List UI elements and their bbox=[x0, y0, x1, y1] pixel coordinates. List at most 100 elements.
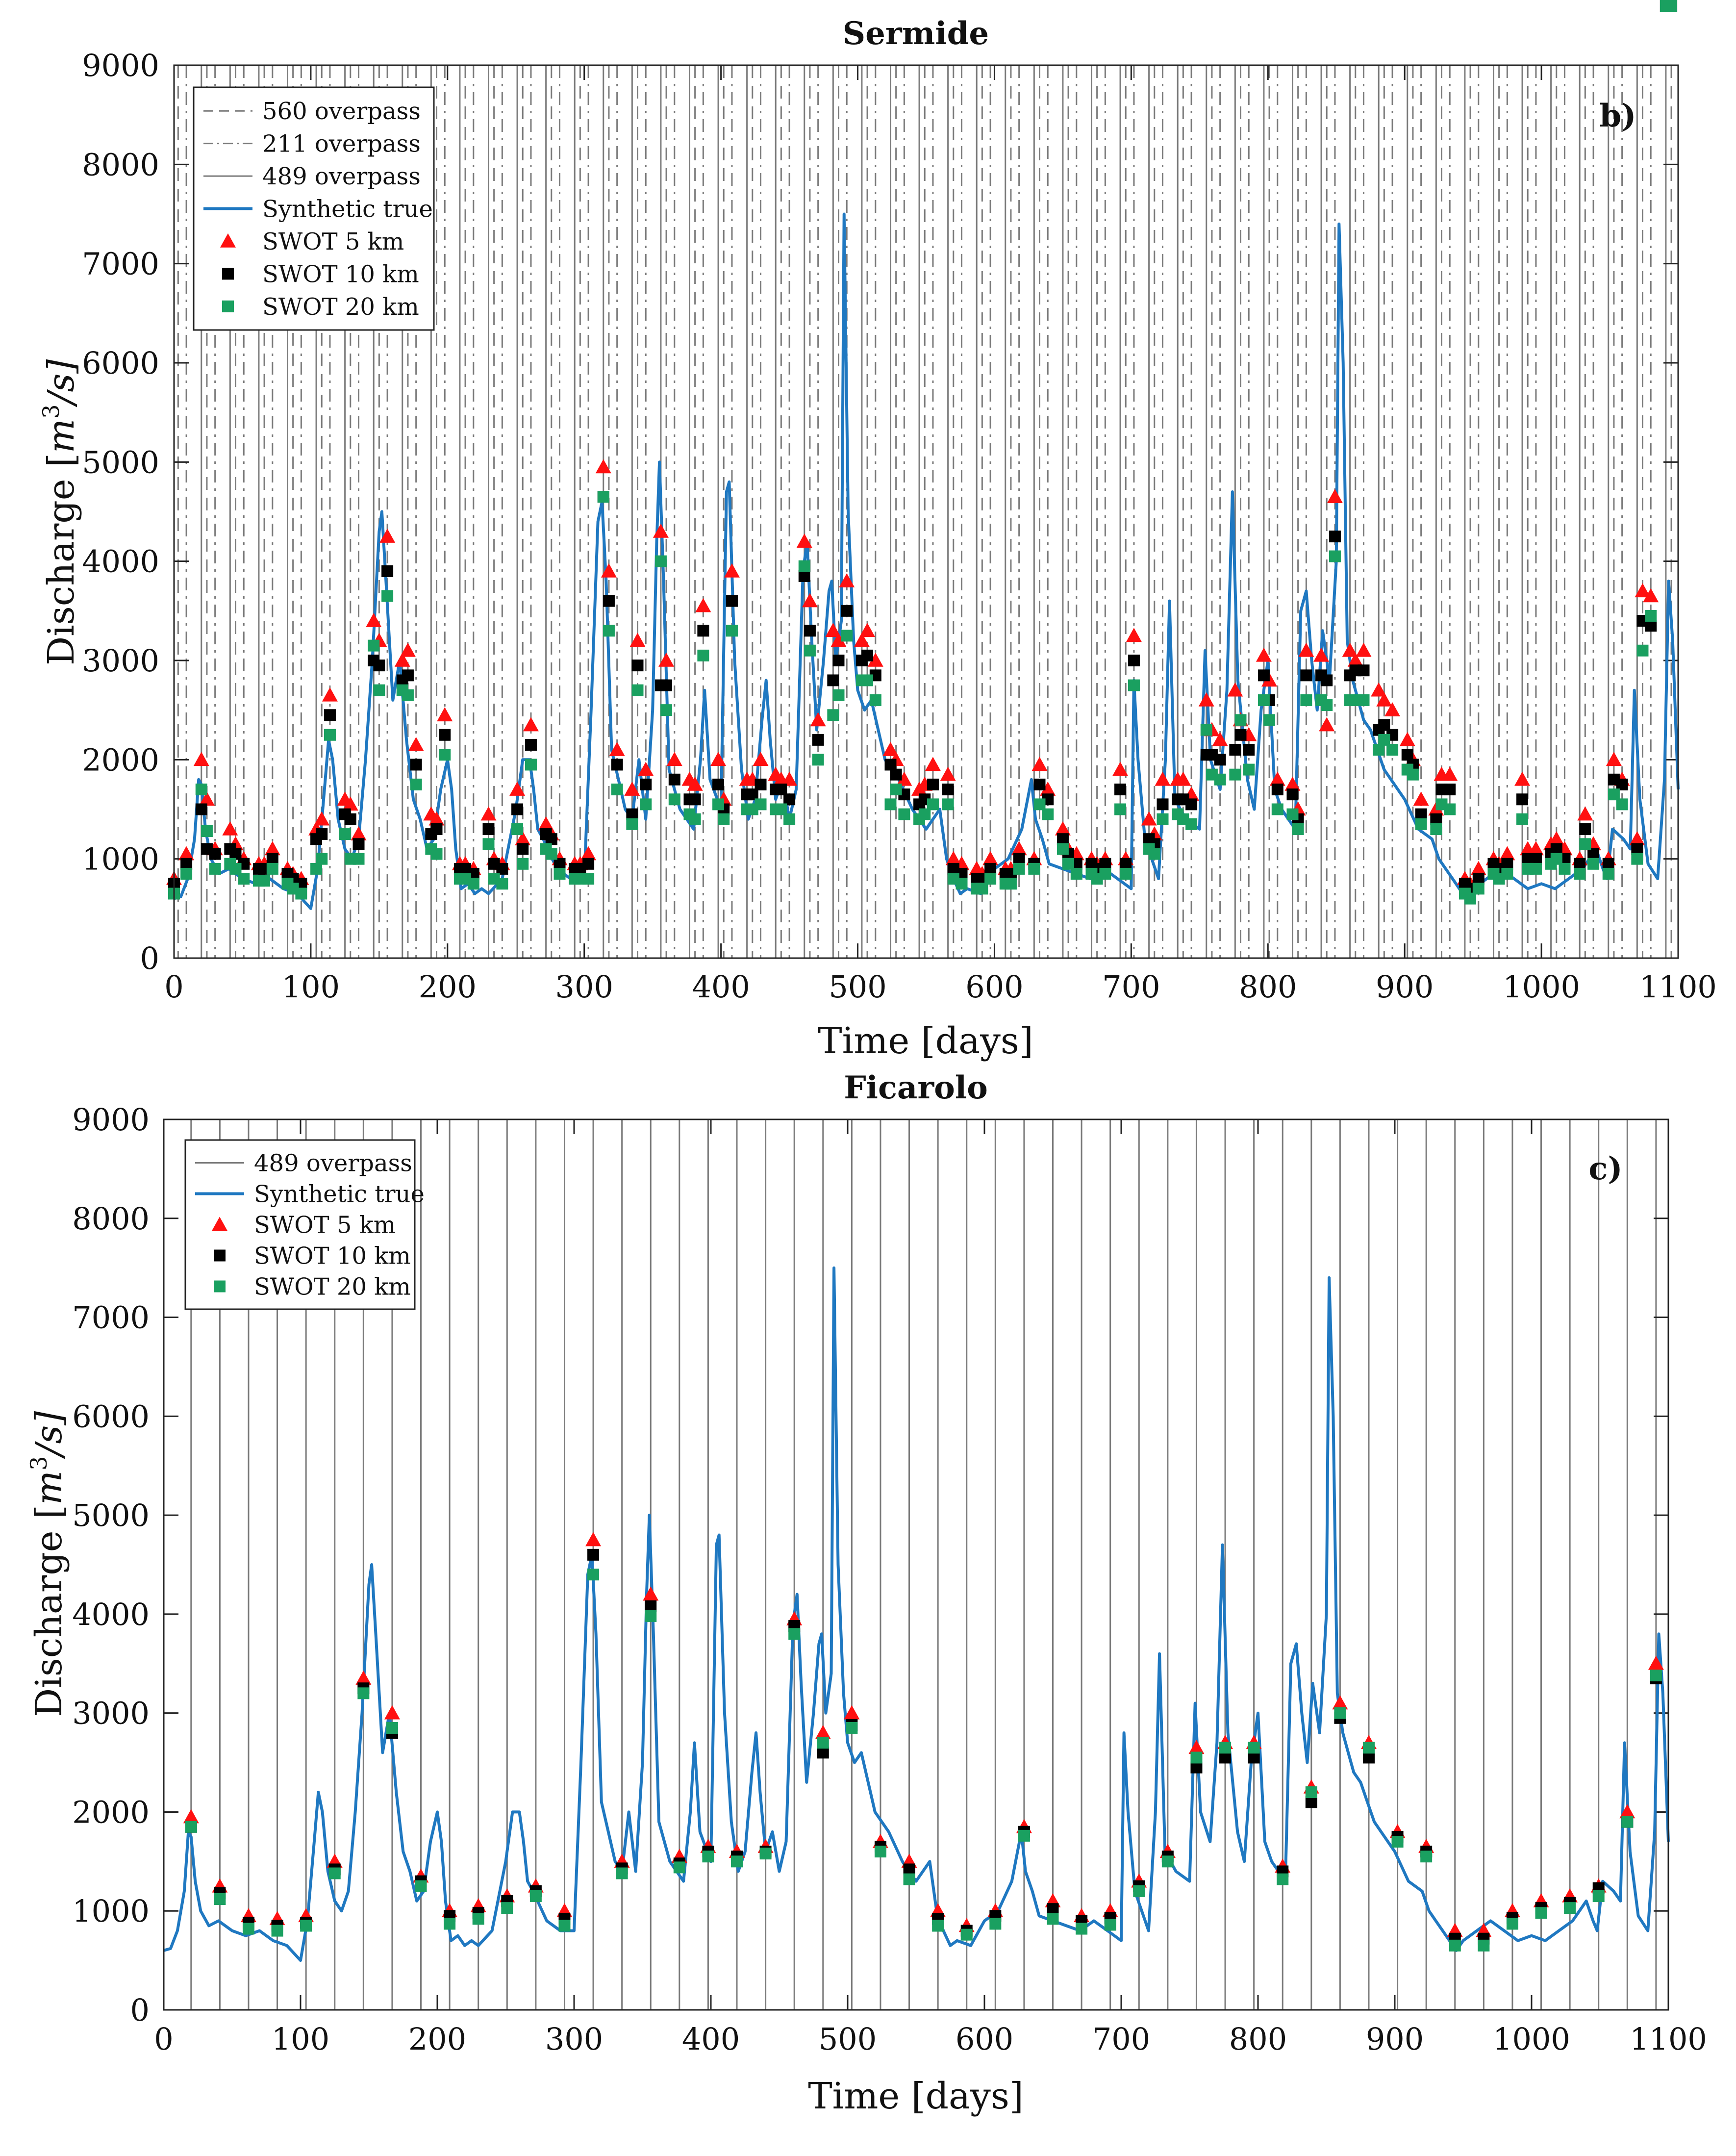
swot-20km-marker bbox=[956, 878, 968, 890]
swot-20km-marker bbox=[759, 1848, 772, 1860]
swot-10km-marker bbox=[832, 655, 845, 666]
swot-20km-marker bbox=[1243, 763, 1255, 776]
ficarolo-panel: Ficarolo 0 100 200 300 400 500 600 700 800 900 100… bbox=[25, 1069, 1707, 2117]
swot-5km-marker bbox=[355, 1671, 372, 1685]
swot-5km-marker bbox=[351, 826, 367, 840]
swot-20km-marker bbox=[430, 848, 443, 860]
chart-title: Sermide bbox=[843, 15, 989, 52]
swot-20km-marker bbox=[1415, 818, 1427, 830]
swot-20km-marker bbox=[712, 798, 725, 811]
swot-5km-marker bbox=[366, 613, 382, 627]
swot-10km-marker bbox=[1616, 778, 1628, 790]
swot-20km-marker bbox=[1321, 699, 1333, 711]
swot-20km-marker bbox=[788, 1628, 801, 1640]
swot-10km-marker bbox=[645, 1600, 657, 1612]
swot-5km-marker bbox=[882, 742, 899, 756]
legend-label-synthetic-true: Synthetic true bbox=[262, 196, 433, 223]
swot-20km-marker bbox=[903, 1873, 915, 1885]
swot-20km-marker bbox=[884, 798, 897, 811]
panel-label: b) bbox=[1599, 98, 1636, 134]
swot-10km-marker bbox=[1190, 1761, 1203, 1774]
swot-10km-marker bbox=[1501, 858, 1513, 870]
swot-5km-marker bbox=[314, 811, 330, 826]
legend-swatch-swot-20-km bbox=[222, 300, 234, 312]
swot-20km-marker bbox=[1602, 868, 1614, 880]
swot-5km-marker bbox=[859, 623, 876, 637]
swot-20km-marker bbox=[1506, 1918, 1518, 1930]
swot-5km-marker bbox=[437, 707, 453, 722]
swot-5km-marker bbox=[825, 623, 841, 637]
swot-20km-marker bbox=[804, 644, 816, 657]
swot-20km-marker bbox=[861, 674, 874, 686]
swot-20km-marker bbox=[731, 1855, 743, 1868]
x-tick-label: 100 bbox=[272, 2021, 329, 2057]
swot-20km-marker bbox=[1248, 1742, 1260, 1754]
swot-10km-marker bbox=[381, 565, 394, 577]
swot-20km-marker bbox=[1464, 892, 1477, 905]
swot-10km-marker bbox=[482, 823, 495, 835]
swot-20km-marker bbox=[1161, 1855, 1174, 1868]
swot-20km-marker bbox=[668, 793, 680, 806]
swot-20km-marker bbox=[467, 878, 479, 890]
swot-20km-marker bbox=[1579, 838, 1591, 850]
swot-20km-marker bbox=[976, 883, 988, 895]
swot-10km-marker bbox=[545, 833, 557, 845]
swot-20km-marker bbox=[381, 590, 394, 602]
swot-20km-marker bbox=[1386, 744, 1399, 756]
swot-10km-marker bbox=[209, 848, 221, 860]
swot-20km-marker bbox=[1133, 1885, 1145, 1897]
swot-10km-marker bbox=[1645, 620, 1657, 632]
swot-10km-marker bbox=[266, 853, 278, 865]
swot-20km-marker bbox=[718, 813, 730, 825]
swot-10km-marker bbox=[1013, 853, 1025, 865]
swot-5km-marker bbox=[1332, 1695, 1348, 1710]
swot-20km-marker bbox=[1587, 858, 1600, 870]
swot-10km-marker bbox=[640, 778, 652, 790]
sermide-panel: Sermide 0 100 200 300 400 500 600 700 800 900 1000… bbox=[38, 0, 1717, 1062]
swot-20km-marker bbox=[1263, 714, 1276, 726]
swot-20km-marker bbox=[529, 1890, 542, 1902]
y-tick-label: 8000 bbox=[82, 147, 159, 182]
swot-20km-marker bbox=[890, 784, 902, 796]
swot-5km-marker bbox=[1040, 782, 1056, 796]
swot-5km-marker bbox=[695, 598, 711, 612]
y-tick-labels: 0 1000 2000 3000 4000 5000 6000 7000 8000 9000 bbox=[82, 48, 159, 976]
swot-10km-marker bbox=[1120, 858, 1132, 870]
legend-label-swot-10-km: SWOT 10 km bbox=[254, 1243, 411, 1270]
swot-20km-marker bbox=[1018, 1829, 1030, 1842]
swot-markers bbox=[183, 1532, 1664, 1952]
swot-10km-marker bbox=[352, 838, 365, 850]
swot-20km-marker bbox=[640, 798, 652, 811]
swot-5km-marker bbox=[1319, 717, 1335, 732]
swot-20km-marker bbox=[1559, 862, 1571, 875]
y-tick-label: 9000 bbox=[72, 1102, 150, 1138]
swot-20km-marker bbox=[932, 1920, 944, 1932]
swot-20km-marker bbox=[357, 1687, 370, 1699]
swot-10km-marker bbox=[1219, 1751, 1232, 1764]
swot-5km-marker bbox=[1413, 791, 1429, 806]
y-tick-label: 7000 bbox=[72, 1300, 150, 1336]
swot-10km-marker bbox=[783, 793, 796, 806]
legend-swatch-swot-20-km bbox=[214, 1280, 226, 1293]
swot-20km-marker bbox=[1114, 803, 1127, 815]
swot-10km-marker bbox=[517, 843, 529, 855]
swot-20km-marker bbox=[410, 778, 422, 790]
swot-5km-marker bbox=[1155, 771, 1171, 786]
swot-5km-marker bbox=[1384, 702, 1401, 716]
swot-20km-marker bbox=[673, 1861, 685, 1874]
swot-markers bbox=[166, 0, 1678, 905]
swot-20km-marker bbox=[1286, 808, 1299, 820]
legend: 489 overpass Synthetic true SWOT 5 km SWOT … bbox=[184, 1139, 425, 1310]
swot-20km-marker bbox=[942, 798, 954, 811]
swot-5km-marker bbox=[509, 782, 526, 796]
swot-20km-marker bbox=[1478, 1939, 1490, 1952]
swot-10km-marker bbox=[1444, 784, 1456, 796]
swot-20km-marker bbox=[1430, 823, 1442, 835]
swot-20km-marker bbox=[1300, 694, 1312, 706]
x-tick-label: 900 bbox=[1366, 2021, 1424, 2057]
swot-20km-marker bbox=[827, 709, 839, 721]
swot-10km-marker bbox=[626, 808, 638, 820]
swot-5km-marker bbox=[193, 752, 209, 766]
swot-20km-marker bbox=[611, 784, 623, 796]
x-tick-label: 200 bbox=[408, 2021, 466, 2057]
